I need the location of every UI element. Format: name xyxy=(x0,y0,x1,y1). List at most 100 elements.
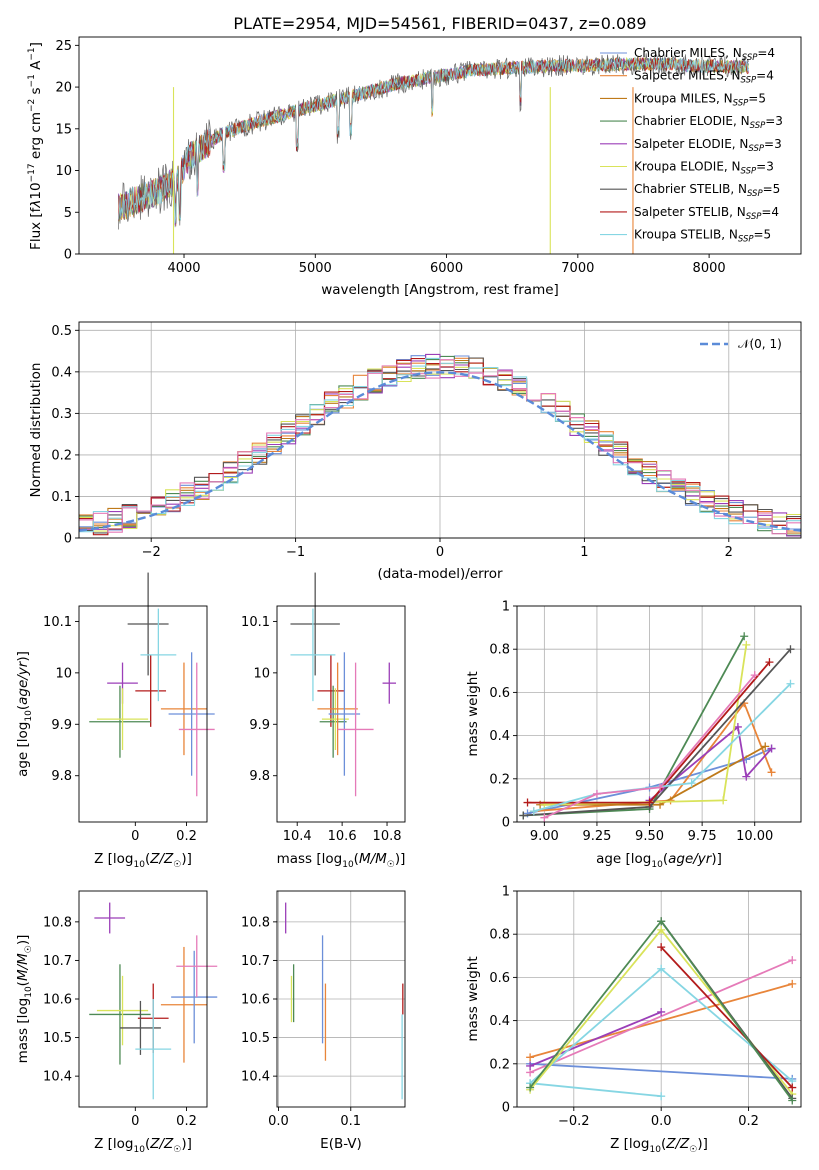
legend-entry: 𝒩(0, 1) xyxy=(738,337,782,351)
y-tick-label: 0.3 xyxy=(51,407,72,422)
x-tick-label: 4000 xyxy=(167,261,200,276)
x-tick-label: 7000 xyxy=(561,261,594,276)
mass-vs-ebv-xlabel: E(B-V) xyxy=(320,1136,362,1152)
x-tick-label: −2 xyxy=(142,545,161,560)
y-tick-label: 10.5 xyxy=(43,1031,72,1046)
y-tick-label: 0 xyxy=(64,532,72,547)
y-tick-label: 10.1 xyxy=(241,615,270,630)
weight-vs-z-ticks: −0.2 0.0 0.2 0 0.2 0.4 0.6 0.8 1 xyxy=(489,885,759,1130)
weight-vs-age-ylabel: mass weight xyxy=(465,671,481,756)
legend-entry: Kroupa STELIB, NSSP=5 xyxy=(634,228,771,245)
weight-line xyxy=(527,747,772,815)
y-tick-label: 1 xyxy=(502,885,510,900)
residual-legend: 𝒩(0, 1) xyxy=(700,337,782,351)
weight-vs-age-lines xyxy=(519,632,795,822)
y-tick-label: 1 xyxy=(502,600,510,615)
x-tick-label: 0.2 xyxy=(738,1114,759,1129)
x-tick-label: 10.6 xyxy=(328,829,357,844)
weight-vs-z-lines xyxy=(526,917,797,1105)
x-tick-label: 0.0 xyxy=(651,1114,672,1129)
spectrum-title: PLATE=2954, MJD=54561, FIBERID=0437, z=0… xyxy=(233,14,646,33)
weight-vs-age-xlabel: age [log10(age/yr)] xyxy=(596,851,722,870)
weight-marker xyxy=(657,1092,666,1101)
legend-entry: Kroupa ELODIE, NSSP=3 xyxy=(634,160,774,177)
age-vs-mass-ticks: 10.4 10.6 10.8 9.8 9.9 10 10.1 xyxy=(241,615,401,844)
y-tick-label: 10.1 xyxy=(43,615,72,630)
y-tick-label: 10 xyxy=(55,666,72,681)
weight-line xyxy=(529,959,793,1074)
weight-line xyxy=(543,674,756,819)
weight-marker xyxy=(687,779,696,788)
y-tick-label: 0.8 xyxy=(489,643,510,658)
y-tick-label: 5 xyxy=(64,206,72,221)
x-tick-label: 8000 xyxy=(693,261,726,276)
weight-marker xyxy=(788,1083,797,1092)
gaussian-curve xyxy=(78,371,802,532)
age-vs-z-ylabel: age [log10(age/yr)] xyxy=(15,651,34,777)
weight-marker xyxy=(657,964,666,973)
y-tick-label: 9.8 xyxy=(249,769,270,784)
mass-vs-z-ylabel: mass [log10(M/M☉)] xyxy=(15,935,34,1064)
x-tick-label: 5000 xyxy=(299,261,332,276)
x-tick-label: 0.0 xyxy=(268,1114,289,1129)
weight-marker xyxy=(788,1096,797,1105)
weight-line xyxy=(523,648,792,817)
y-tick-label: 0.4 xyxy=(489,729,510,744)
weight-marker xyxy=(540,813,549,822)
x-tick-label: 10.4 xyxy=(283,829,312,844)
mass-vs-z-frame xyxy=(78,890,208,1108)
age-vs-z-marks xyxy=(89,572,215,797)
y-tick-label: 9.9 xyxy=(249,718,270,733)
weight-line xyxy=(540,745,766,806)
legend-entry: Salpeter MILES, NSSP=4 xyxy=(634,69,774,86)
residual-steps xyxy=(78,353,802,537)
weight-marker xyxy=(657,1007,666,1016)
spectrum-xlabel: wavelength [Angstrom, rest frame] xyxy=(321,282,559,298)
x-tick-label: 0 xyxy=(131,1114,139,1129)
y-tick-label: 10.5 xyxy=(241,1031,270,1046)
weight-marker xyxy=(786,645,795,654)
weight-marker xyxy=(742,772,751,781)
x-tick-label: 0 xyxy=(436,545,444,560)
age-vs-z-panel: 0 0.2 9.8 9.9 10 10.1 xyxy=(43,572,215,844)
weight-marker xyxy=(592,789,601,798)
weight-line xyxy=(530,1082,662,1098)
weight-line xyxy=(660,946,793,1089)
spectrum-frame xyxy=(78,36,802,255)
weight-marker xyxy=(761,742,770,751)
age-vs-mass-marks xyxy=(290,572,397,797)
y-tick-label: 10.4 xyxy=(43,1070,72,1085)
weight-marker xyxy=(526,1083,535,1092)
legend-entry: Kroupa MILES, NSSP=5 xyxy=(634,91,766,108)
y-tick-label: 0.4 xyxy=(51,365,72,380)
legend-entry: Chabrier MILES, NSSP=4 xyxy=(634,46,775,63)
mass-vs-ebv-marks xyxy=(285,902,404,1100)
weight-vs-z-xlabel: Z [log10(Z/Z☉)] xyxy=(610,1136,708,1155)
weight-marker xyxy=(733,722,742,731)
x-tick-label: 6000 xyxy=(430,261,463,276)
residual-histogram xyxy=(79,359,801,535)
y-tick-label: 0.2 xyxy=(489,1057,510,1072)
residual-panel: −2 −1 0 1 2 0 0.1 0.2 0.3 0.4 0.5 𝒩(0, 1) xyxy=(51,321,802,560)
y-tick-label: 0 xyxy=(502,816,510,831)
mass-vs-z-ticks: 0 0.2 10.4 10.5 10.6 10.7 10.8 xyxy=(43,915,197,1129)
weight-marker xyxy=(645,798,654,807)
x-tick-label: −0.2 xyxy=(558,1114,590,1129)
weight-marker xyxy=(788,956,797,965)
legend-entry: Salpeter STELIB, NSSP=4 xyxy=(634,205,779,222)
weight-marker xyxy=(750,671,759,680)
residual-ylabel: Normed distribution xyxy=(28,363,44,498)
y-tick-label: 0.5 xyxy=(51,324,72,339)
residual-ticks: −2 −1 0 1 2 0 0.1 0.2 0.3 0.4 0.5 xyxy=(51,324,733,560)
weight-vs-age-ticks: 9.00 9.25 9.50 9.75 10.00 0 0.2 0.4 0.6 0.8 1 xyxy=(489,600,773,845)
y-tick-label: 15 xyxy=(55,122,72,137)
y-tick-label: 9.8 xyxy=(51,769,72,784)
y-tick-label: 0 xyxy=(64,248,72,263)
y-tick-label: 10.8 xyxy=(241,915,270,930)
x-tick-label: 0.2 xyxy=(176,1114,197,1129)
weight-marker xyxy=(767,768,776,777)
weight-vs-z-panel: −0.2 0.0 0.2 0 0.2 0.4 0.6 0.8 1 xyxy=(489,885,802,1130)
weight-marker xyxy=(657,943,666,952)
x-tick-label: 0 xyxy=(131,829,139,844)
